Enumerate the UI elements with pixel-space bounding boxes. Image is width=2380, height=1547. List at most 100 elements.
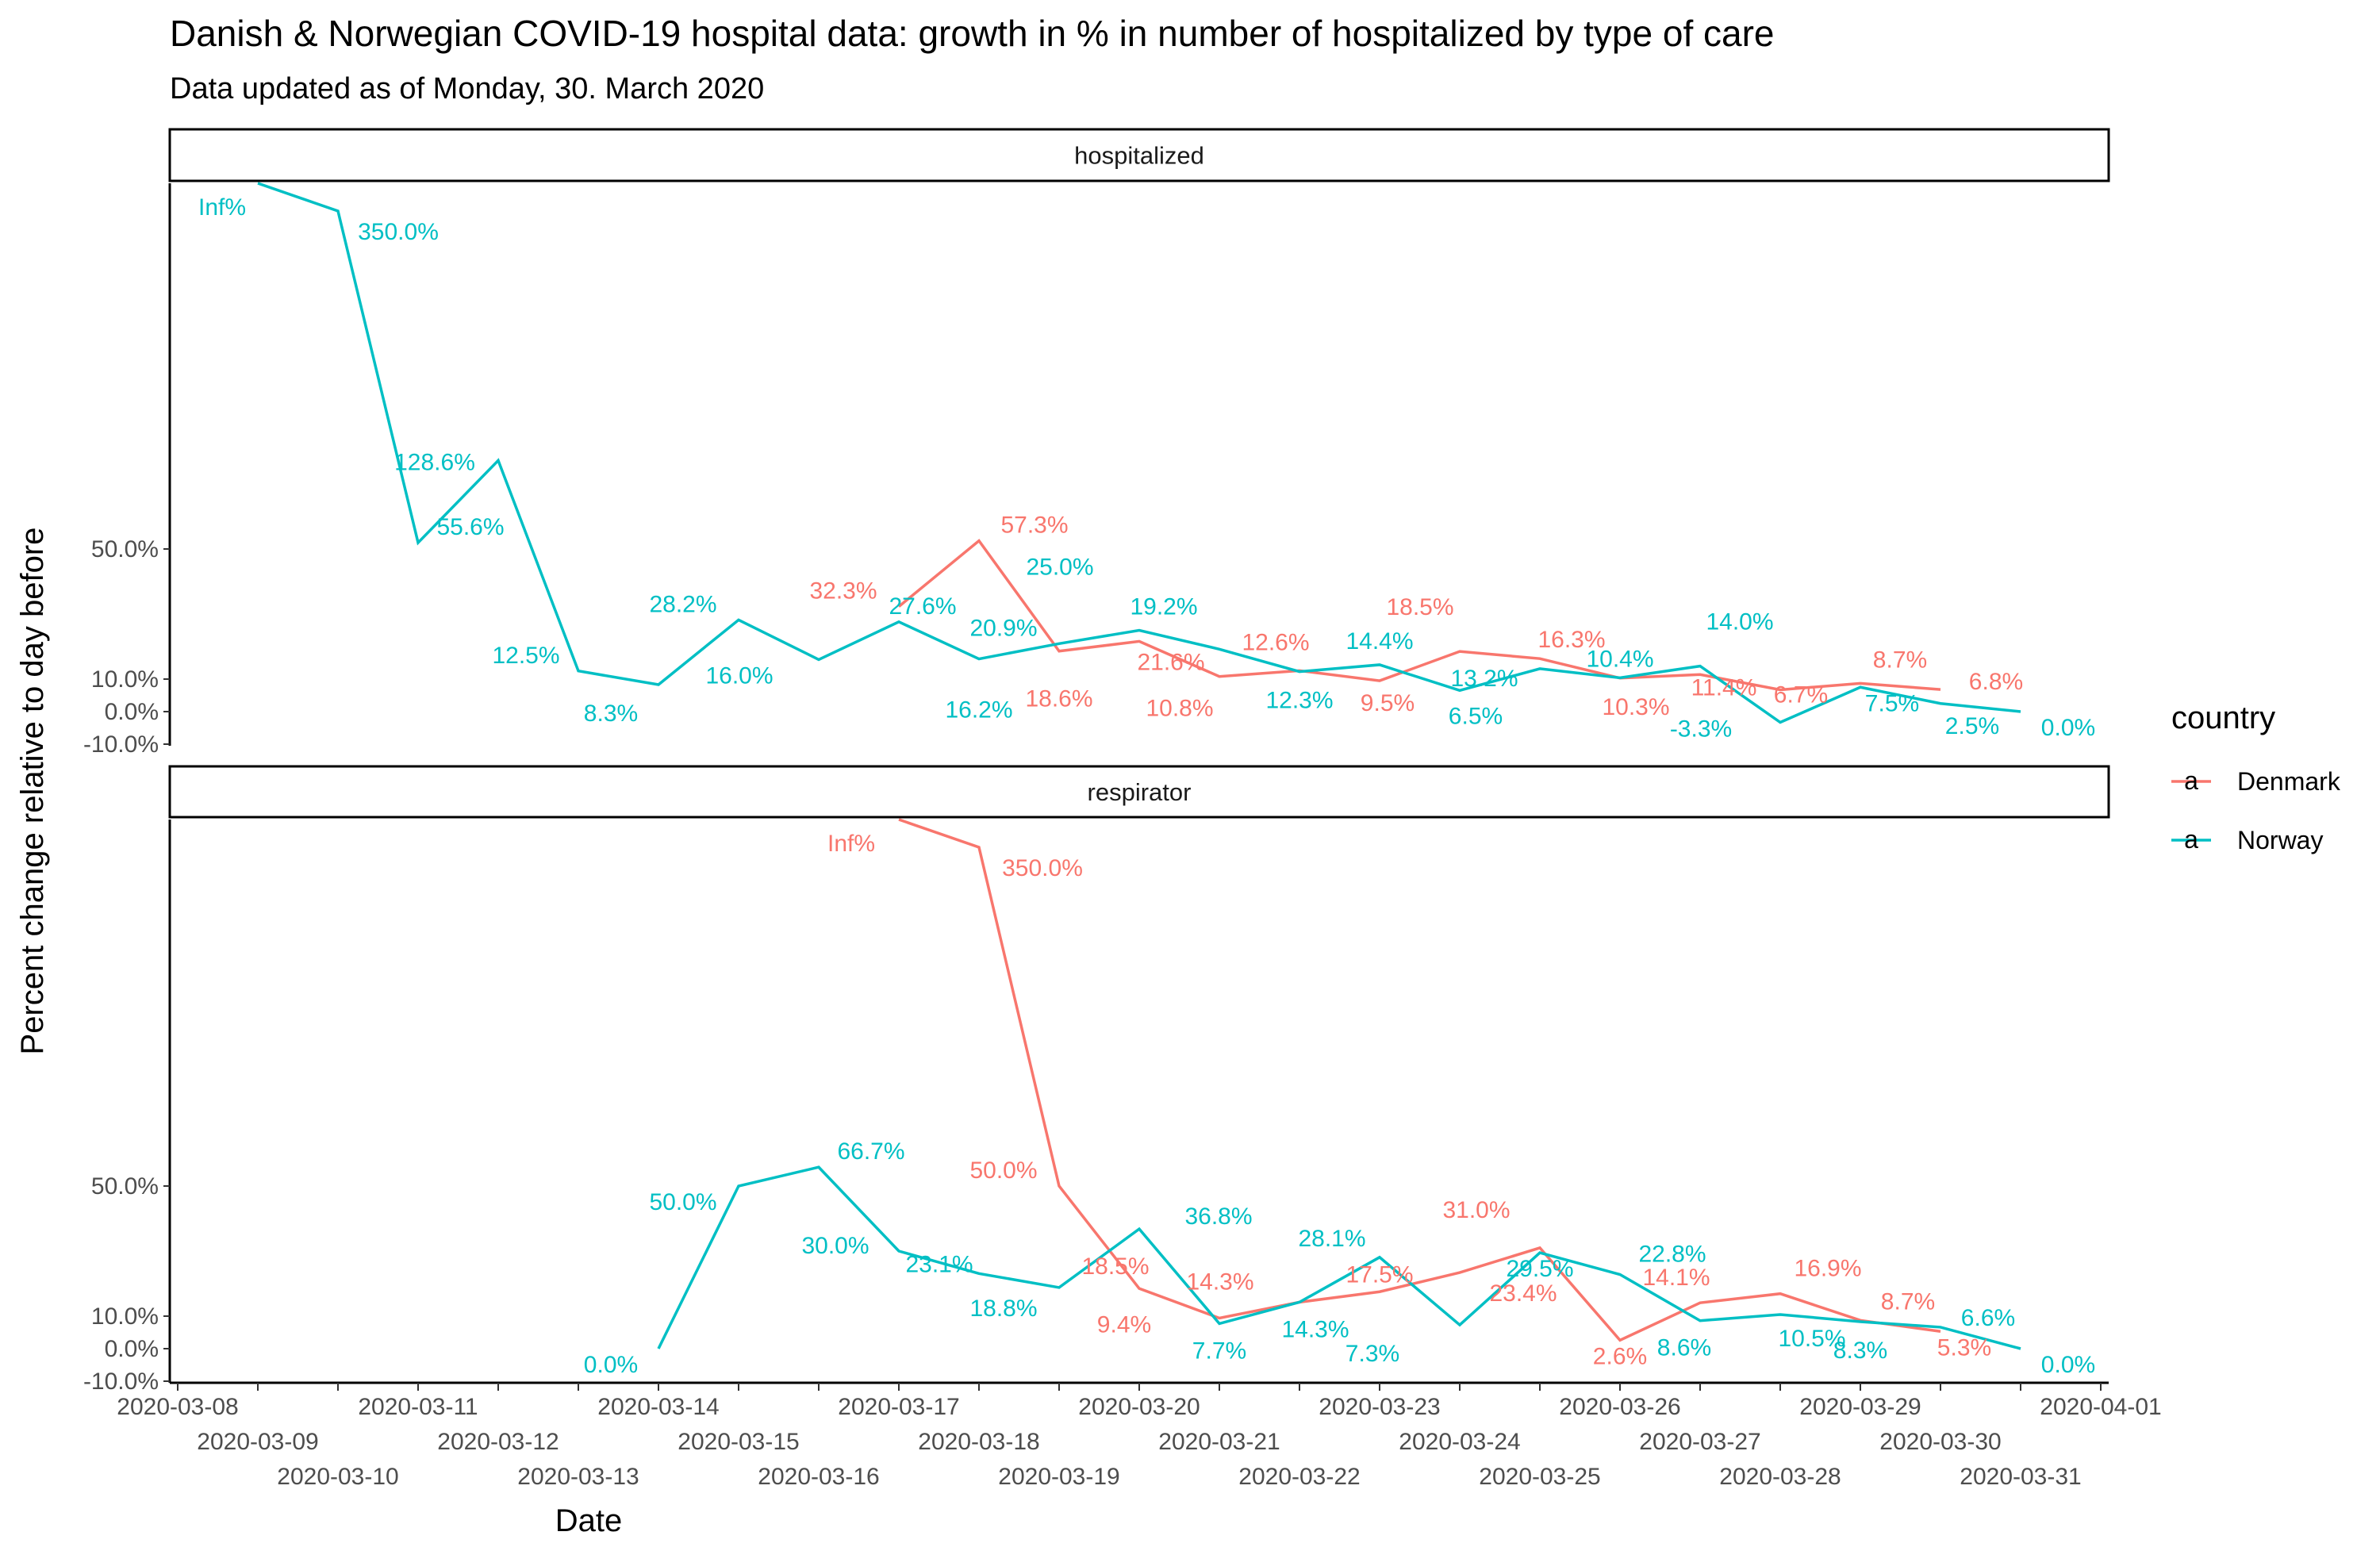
data-label-denmark: 9.5% [1361,690,1415,716]
data-label-norway: 66.7% [837,1138,904,1165]
data-label-norway: 14.0% [1706,609,1773,635]
chart-subtitle: Data updated as of Monday, 30. March 202… [170,72,764,106]
strip-box [168,128,2110,182]
legend-glyph: a [2184,825,2198,854]
panel-hospitalized: hospitalized -10.0% 0.0% 10.0% 50.0% 32.3% 57.… [83,128,2110,758]
data-label-denmark: 18.5% [1081,1253,1149,1280]
x-tick-label: 2020-03-26 [1559,1394,1680,1420]
x-tick-label: 2020-03-08 [117,1394,238,1420]
data-label-denmark: 16.9% [1794,1256,1861,1282]
series-line-denmark [898,818,1941,1342]
data-label-denmark: 350.0% [1002,855,1083,881]
data-label-denmark: 8.7% [1881,1288,1935,1315]
data-label-norway: 128.6% [394,449,475,475]
x-tick-label: 2020-03-24 [1399,1429,1520,1455]
data-label-denmark: Inf% [827,831,875,857]
legend-glyph: a [2184,766,2198,795]
series-line-denmark [897,539,1941,692]
data-label-denmark: 23.4% [1489,1280,1557,1307]
strip-label: respirator [1088,778,1192,806]
data-label-denmark: 21.6% [1137,649,1204,675]
data-label-norway: 55.6% [436,514,504,540]
data-label-norway: 18.8% [969,1296,1037,1322]
x-tick-label: 2020-03-11 [358,1394,478,1420]
data-label-norway: 7.3% [1345,1341,1399,1367]
x-tick-label: 2020-03-22 [1238,1464,1360,1490]
data-label-denmark: 12.6% [1242,629,1309,655]
data-label-denmark: 18.6% [1025,686,1092,712]
x-axis: 2020-03-08 2020-03-09 2020-03-10 2020-03-11… [117,1381,2162,1490]
x-tick-label: 2020-03-30 [1879,1429,2001,1455]
data-label-norway: 7.5% [1865,690,1919,716]
data-label-norway: 12.5% [492,643,559,669]
data-label-norway: 19.2% [1130,593,1197,620]
data-label-norway: 0.0% [584,1352,638,1378]
x-tick-label: 2020-03-25 [1479,1464,1600,1490]
strip-box [168,765,2110,819]
x-tick-label: 2020-03-23 [1319,1394,1440,1420]
data-label-denmark: 8.7% [1873,647,1927,673]
data-label-norway: 20.9% [969,615,1037,641]
x-tick-label: 2020-03-15 [678,1429,799,1455]
y-tick-label: 50.0% [91,1173,159,1200]
x-tick-label: 2020-03-31 [1960,1464,2081,1490]
x-tick-label: 2020-03-17 [838,1394,959,1420]
y-tick-label: 0.0% [105,1336,159,1362]
data-label-norway: 10.4% [1586,646,1653,672]
data-label-norway: 36.8% [1184,1203,1252,1230]
data-label-norway: 12.3% [1265,688,1333,714]
data-label-denmark: 18.5% [1386,594,1453,620]
panels: hospitalized -10.0% 0.0% 10.0% 50.0% 32.3% 57.… [83,128,2110,1395]
data-label-norway: 13.2% [1450,666,1518,692]
data-label-norway: 8.3% [1833,1338,1887,1364]
x-tick-label: 2020-03-28 [1719,1464,1841,1490]
data-label-denmark: 17.5% [1345,1261,1413,1288]
series-line-norway [257,182,2021,724]
x-tick-label: 2020-03-13 [517,1464,639,1490]
data-label-norway: 6.5% [1449,703,1503,729]
data-label-norway: 16.2% [945,697,1012,724]
data-label-norway: 23.1% [905,1251,973,1277]
x-tick-label: 2020-03-10 [277,1464,398,1490]
x-tick-label: 2020-03-18 [918,1429,1039,1455]
data-label-norway: 6.6% [1961,1305,2015,1331]
y-tick-label: 10.0% [91,1303,159,1330]
x-tick-label: 2020-03-27 [1639,1429,1760,1455]
data-label-norway: 10.5% [1778,1326,1845,1352]
data-label-norway: 8.3% [584,701,638,727]
strip-label: hospitalized [1074,142,1204,170]
x-axis-title: Date [555,1503,623,1538]
x-tick-label: 2020-03-09 [197,1429,318,1455]
legend-label-denmark: Denmark [2237,767,2341,796]
y-tick-label: 50.0% [91,536,159,562]
data-label-denmark: 57.3% [1000,512,1068,539]
data-label-denmark: 14.3% [1186,1269,1253,1295]
data-label-denmark: 11.4% [1691,674,1757,701]
data-label-denmark: 31.0% [1442,1197,1510,1223]
x-tick-label: 2020-03-16 [758,1464,879,1490]
data-label-norway: 8.6% [1657,1335,1711,1361]
data-label-norway: 25.0% [1026,555,1093,581]
data-label-denmark: 9.4% [1097,1311,1151,1338]
y-axis-title: Percent change relative to day before [15,528,50,1055]
legend-title: country [2171,701,2275,735]
legend-label-norway: Norway [2237,826,2323,854]
data-label-denmark: 14.1% [1642,1265,1710,1291]
data-label-norway: 7.7% [1192,1338,1246,1364]
data-label-norway: -3.3% [1670,716,1732,743]
panel-respirator: respirator -10.0% 0.0% 10.0% 50.0% Inf% 350.0%… [83,765,2110,1395]
data-label-norway: 50.0% [649,1189,716,1215]
x-tick-label: 2020-03-19 [998,1464,1119,1490]
data-label-norway: 14.3% [1281,1316,1349,1342]
x-tick-label: 2020-03-12 [437,1429,559,1455]
data-label-norway: 27.6% [889,593,956,620]
data-label-norway: 350.0% [358,219,439,245]
data-label-denmark: 16.3% [1537,627,1605,653]
data-label-denmark: 5.3% [1937,1334,1991,1361]
y-tick-label: 10.0% [91,666,159,693]
data-label-denmark: 6.7% [1774,682,1828,708]
data-label-norway: 28.1% [1298,1226,1365,1252]
x-tick-label: 2020-03-29 [1799,1394,1921,1420]
y-tick-label: -10.0% [83,1368,159,1395]
